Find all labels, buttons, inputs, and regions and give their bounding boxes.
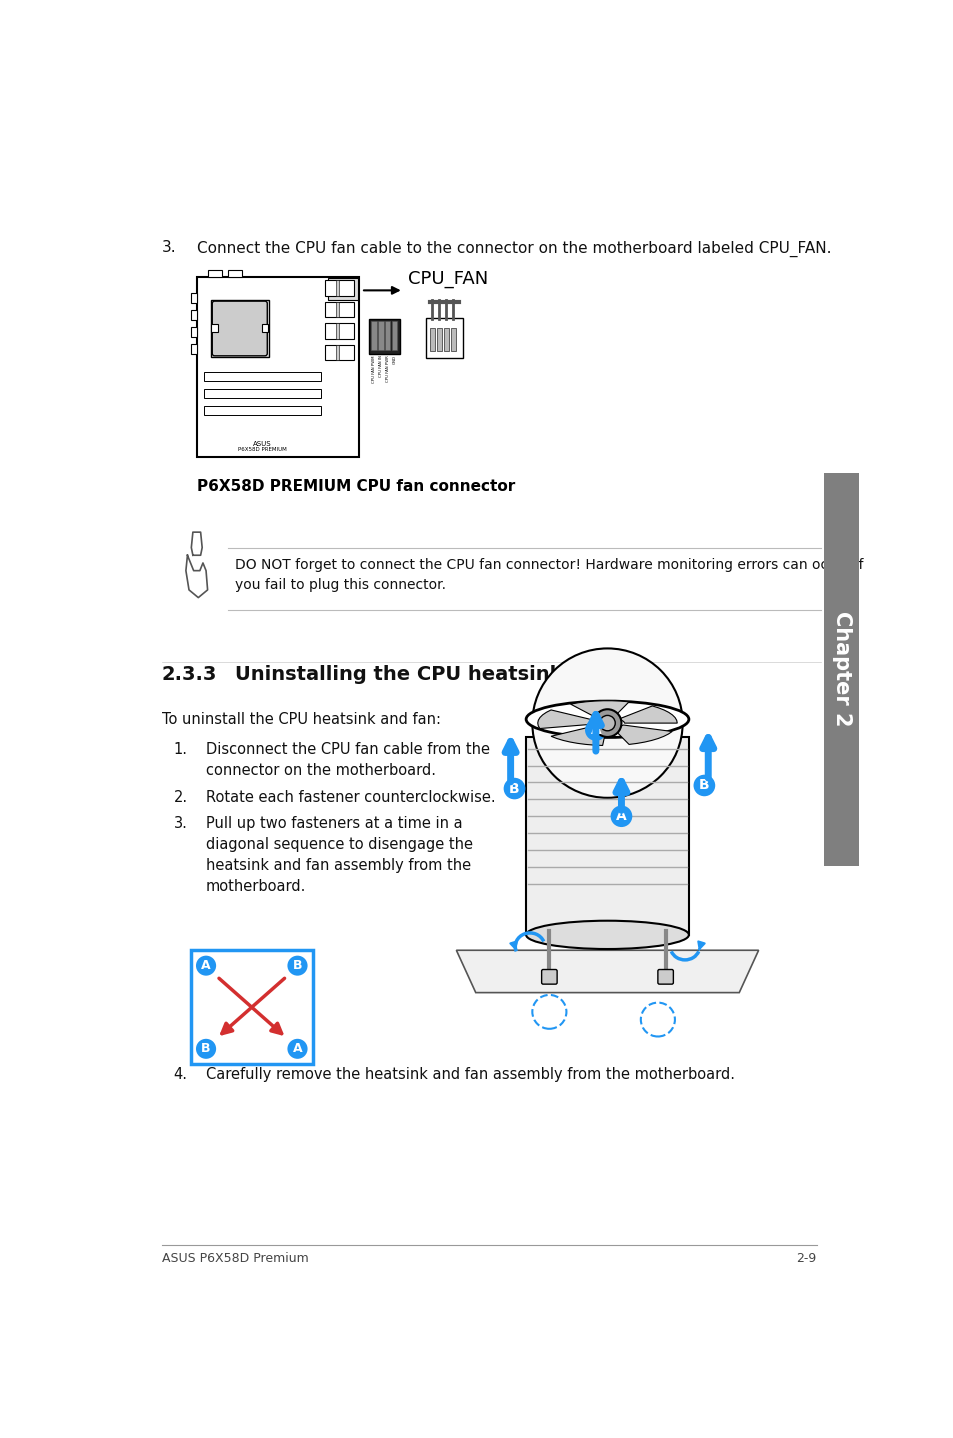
Polygon shape <box>456 951 758 992</box>
FancyBboxPatch shape <box>371 321 376 349</box>
Text: Pull up two fasteners at a time in a
diagonal sequence to disengage the
heatsink: Pull up two fasteners at a time in a dia… <box>206 815 473 893</box>
Text: P6X58D PREMIUM: P6X58D PREMIUM <box>238 447 287 453</box>
FancyBboxPatch shape <box>324 302 354 318</box>
Circle shape <box>287 1038 307 1058</box>
Text: DO NOT forget to connect the CPU fan connector! Hardware monitoring errors can o: DO NOT forget to connect the CPU fan con… <box>235 558 863 592</box>
Text: CPU_FAN: CPU_FAN <box>407 270 487 288</box>
Ellipse shape <box>525 920 688 949</box>
Text: 2.3.3: 2.3.3 <box>162 666 217 684</box>
Circle shape <box>532 649 682 798</box>
Text: 2-9: 2-9 <box>796 1251 816 1265</box>
FancyBboxPatch shape <box>212 301 267 355</box>
FancyBboxPatch shape <box>430 328 435 351</box>
Text: CPU FAN PWM: CPU FAN PWM <box>372 355 375 383</box>
Text: A: A <box>590 723 600 738</box>
Polygon shape <box>618 706 677 723</box>
FancyBboxPatch shape <box>324 345 354 361</box>
Circle shape <box>503 778 525 800</box>
Polygon shape <box>192 532 202 555</box>
Text: B: B <box>509 782 519 795</box>
Circle shape <box>593 709 620 736</box>
Text: GND: GND <box>393 355 396 364</box>
Text: Disconnect the CPU fan cable from the
connector on the motherboard.: Disconnect the CPU fan cable from the co… <box>206 742 490 778</box>
Text: A: A <box>616 810 626 824</box>
FancyBboxPatch shape <box>392 321 397 349</box>
FancyBboxPatch shape <box>191 326 196 338</box>
FancyBboxPatch shape <box>658 969 673 984</box>
FancyBboxPatch shape <box>324 324 354 339</box>
FancyBboxPatch shape <box>191 309 196 321</box>
FancyBboxPatch shape <box>196 276 359 457</box>
Text: P6X58D PREMIUM CPU fan connector: P6X58D PREMIUM CPU fan connector <box>196 479 515 495</box>
FancyBboxPatch shape <box>261 324 268 332</box>
Circle shape <box>584 719 606 741</box>
FancyBboxPatch shape <box>335 324 338 339</box>
FancyBboxPatch shape <box>324 280 354 296</box>
FancyBboxPatch shape <box>335 302 338 318</box>
Text: Rotate each fastener counterclockwise.: Rotate each fastener counterclockwise. <box>206 789 496 805</box>
FancyBboxPatch shape <box>212 324 217 332</box>
Circle shape <box>287 956 307 975</box>
Polygon shape <box>612 725 672 745</box>
Text: CPU FAN PWR: CPU FAN PWR <box>385 355 390 383</box>
FancyBboxPatch shape <box>204 388 320 398</box>
Circle shape <box>610 805 632 827</box>
FancyBboxPatch shape <box>204 372 320 381</box>
Text: Connect the CPU fan cable to the connector on the motherboard labeled CPU_FAN.: Connect the CPU fan cable to the connect… <box>196 240 830 256</box>
FancyBboxPatch shape <box>426 318 462 358</box>
Text: To uninstall the CPU heatsink and fan:: To uninstall the CPU heatsink and fan: <box>162 712 440 726</box>
FancyBboxPatch shape <box>525 738 688 935</box>
Circle shape <box>599 716 615 731</box>
Polygon shape <box>537 710 593 729</box>
FancyBboxPatch shape <box>191 344 196 354</box>
FancyBboxPatch shape <box>385 321 390 349</box>
FancyBboxPatch shape <box>436 328 442 351</box>
Ellipse shape <box>525 702 688 738</box>
FancyBboxPatch shape <box>191 951 313 1064</box>
Text: Chapter 2: Chapter 2 <box>831 611 851 728</box>
FancyBboxPatch shape <box>211 299 269 358</box>
Text: Carefully remove the heatsink and fan assembly from the motherboard.: Carefully remove the heatsink and fan as… <box>206 1067 734 1083</box>
Text: B: B <box>699 778 709 792</box>
Text: 3.: 3. <box>162 240 176 256</box>
Text: B: B <box>293 959 302 972</box>
Circle shape <box>195 956 216 975</box>
Polygon shape <box>570 700 628 719</box>
Text: 1.: 1. <box>173 742 188 758</box>
FancyBboxPatch shape <box>335 345 338 361</box>
FancyBboxPatch shape <box>541 969 557 984</box>
FancyBboxPatch shape <box>208 270 222 276</box>
Text: CPU FAN IN: CPU FAN IN <box>378 355 382 377</box>
Polygon shape <box>551 726 606 745</box>
Polygon shape <box>186 555 208 598</box>
FancyBboxPatch shape <box>228 270 241 276</box>
Circle shape <box>195 1038 216 1058</box>
FancyBboxPatch shape <box>377 321 383 349</box>
FancyBboxPatch shape <box>443 328 449 351</box>
Text: B: B <box>201 1043 211 1055</box>
Text: ASUS P6X58D Premium: ASUS P6X58D Premium <box>162 1251 309 1265</box>
Text: Uninstalling the CPU heatsink and fan: Uninstalling the CPU heatsink and fan <box>235 666 652 684</box>
Circle shape <box>693 775 715 797</box>
FancyBboxPatch shape <box>328 278 357 299</box>
Text: 4.: 4. <box>173 1067 188 1083</box>
FancyBboxPatch shape <box>369 319 399 354</box>
FancyBboxPatch shape <box>335 280 338 296</box>
Text: A: A <box>201 959 211 972</box>
Text: 3.: 3. <box>173 815 187 831</box>
FancyBboxPatch shape <box>191 293 196 303</box>
Text: A: A <box>293 1043 302 1055</box>
Text: 2.: 2. <box>173 789 188 805</box>
FancyBboxPatch shape <box>204 406 320 416</box>
FancyBboxPatch shape <box>823 473 858 866</box>
Text: ASUS: ASUS <box>253 440 272 447</box>
FancyBboxPatch shape <box>451 328 456 351</box>
